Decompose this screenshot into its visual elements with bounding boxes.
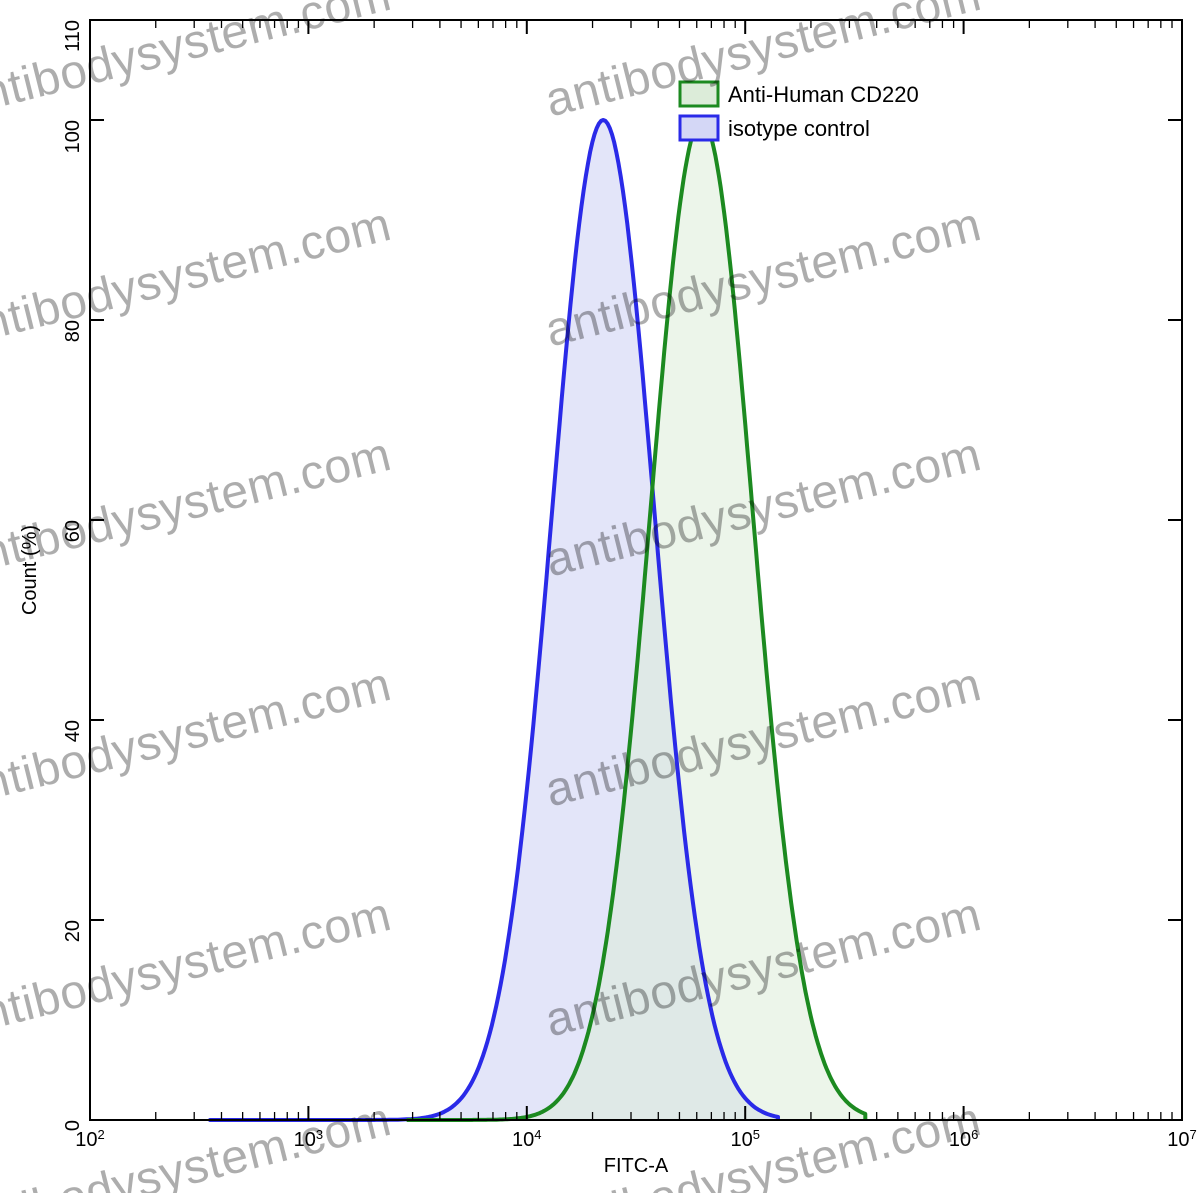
- flow-cytometry-histogram: 102103104105106107FITC-A020406080100110C…: [0, 0, 1197, 1193]
- legend-swatch: [680, 116, 718, 140]
- y-tick-label: 60: [62, 520, 84, 542]
- y-axis-label: Count (%): [19, 525, 41, 615]
- y-tick-label: 40: [62, 720, 84, 742]
- y-tick-label: 110: [62, 20, 84, 52]
- y-tick-label: 100: [62, 120, 84, 153]
- histogram-figure: antibodysystem.comantibodysystem.comanti…: [0, 0, 1197, 1193]
- y-tick-label: 20: [62, 920, 84, 942]
- x-axis-label: FITC-A: [604, 1155, 669, 1177]
- legend-swatch: [680, 82, 718, 106]
- y-tick-label: 80: [62, 320, 84, 342]
- legend-label: isotype control: [728, 116, 870, 141]
- y-tick-label: 0: [62, 1120, 84, 1131]
- legend-label: Anti-Human CD220: [728, 82, 919, 107]
